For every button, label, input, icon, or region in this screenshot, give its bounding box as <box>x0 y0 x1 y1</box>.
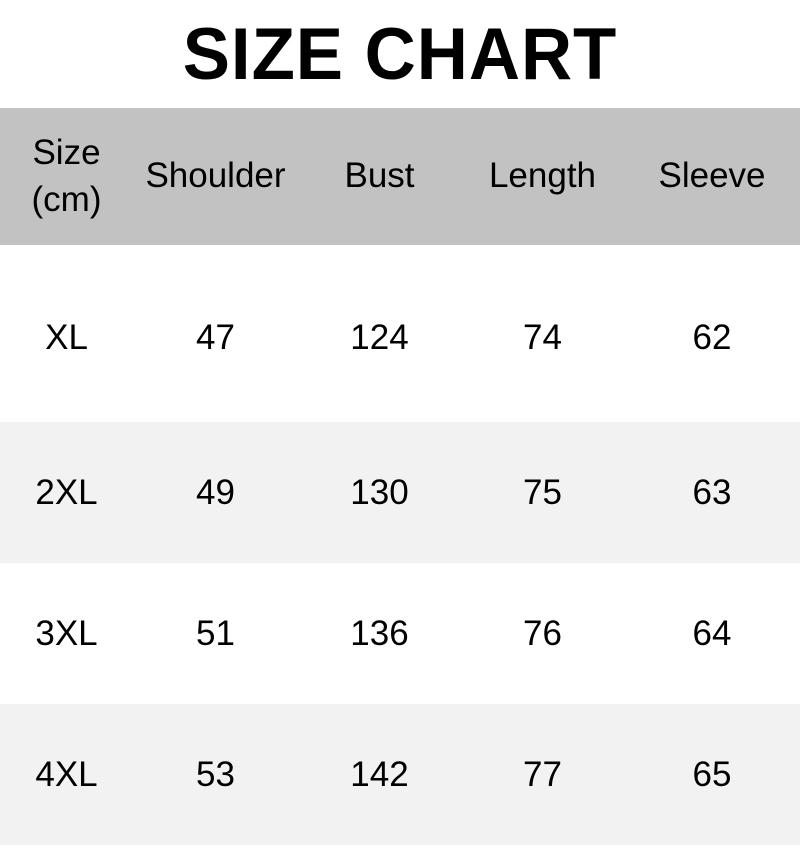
cell-shoulder: 47 <box>196 318 235 357</box>
cell-size: 2XL <box>35 473 98 512</box>
cell-length: 77 <box>523 755 562 794</box>
cell-bust: 142 <box>350 755 409 794</box>
cell-size: 3XL <box>35 614 98 653</box>
cell-sleeve: 65 <box>692 755 732 794</box>
column-header-size-line1: Size <box>32 133 101 173</box>
column-header-sleeve: Sleeve <box>658 156 766 196</box>
cell-length: 74 <box>523 318 562 357</box>
cell-length: 76 <box>523 614 562 653</box>
table-row: XL 47 124 74 62 <box>0 267 800 408</box>
cell-shoulder: 51 <box>196 614 235 653</box>
cell-bust: 124 <box>350 318 409 357</box>
cell-shoulder: 49 <box>196 473 235 512</box>
page-title: SIZE CHART <box>182 13 618 95</box>
table-row: 3XL 51 136 76 64 <box>0 563 800 704</box>
cell-sleeve: 64 <box>692 614 732 653</box>
column-header-bust: Bust <box>344 156 415 196</box>
cell-size: XL <box>45 318 88 357</box>
column-header-length: Length <box>488 156 597 196</box>
title-bar: SIZE CHART <box>0 0 800 108</box>
column-header-size: Size (cm) <box>0 130 133 222</box>
cell-sleeve: 63 <box>692 473 732 512</box>
size-table: Size (cm) Shoulder Bust Length Sleeve XL… <box>0 108 800 845</box>
cell-length: 75 <box>523 473 562 512</box>
table-header-row: Size (cm) Shoulder Bust Length Sleeve <box>0 108 800 245</box>
table-row: 2XL 49 130 75 63 <box>0 422 800 563</box>
cell-bust: 130 <box>350 473 409 512</box>
cell-bust: 136 <box>350 614 409 653</box>
column-header-size-line2: (cm) <box>31 179 102 219</box>
header-row-gap <box>0 245 800 267</box>
column-header-shoulder: Shoulder <box>145 156 286 196</box>
cell-shoulder: 53 <box>196 755 235 794</box>
cell-sleeve: 62 <box>692 318 732 357</box>
table-row: 4XL 53 142 77 65 <box>0 704 800 845</box>
cell-size: 4XL <box>35 755 98 794</box>
row-gap-1 <box>0 408 800 422</box>
